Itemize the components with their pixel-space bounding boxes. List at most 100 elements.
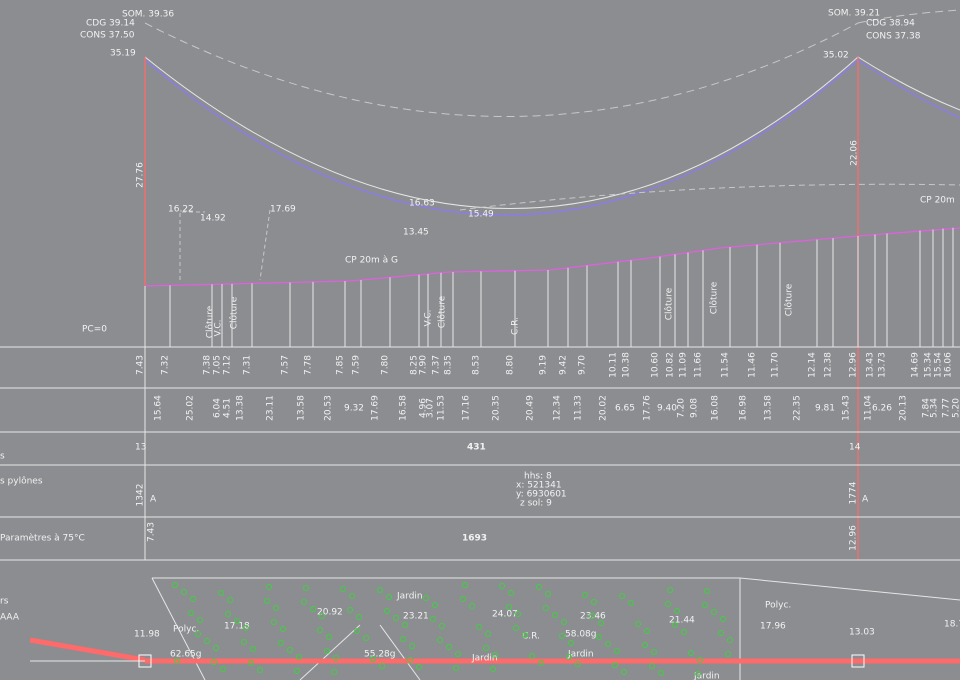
crossing: Clôture [784,283,795,316]
distance: 6.65 [615,404,635,414]
tree [455,651,461,657]
tree [181,589,187,595]
tree [575,661,581,667]
tree [257,667,263,673]
tree [248,660,254,666]
distance: 25.02 [186,395,196,421]
param: 7.43 [147,522,157,542]
distance: 7.20 [677,398,687,418]
tree [220,666,226,672]
distance: 20.13 [899,395,909,421]
altitude: 10.82 [666,352,676,378]
tree [642,642,648,648]
cons: CONS 37.50 [80,31,135,41]
altitude: 7.80 [381,355,391,375]
tree [596,634,602,640]
cons: CONS 37.38 [866,32,921,42]
altitude: 9.42 [559,355,569,375]
distance: 11.53 [437,395,447,421]
height: 22.06 [850,140,860,166]
tree [241,639,247,645]
tree [264,598,270,604]
tree [172,582,178,588]
span-number: 431 [467,443,486,453]
distance: 11.04 [864,395,874,421]
distance: 6.04 [213,398,223,418]
map-label: 13.03 [849,628,875,638]
tree [301,599,307,605]
tree [377,587,383,593]
altitude: 10.60 [651,352,661,378]
tree [310,606,316,612]
tree [331,669,337,675]
tree [363,635,369,641]
pylon-id: 1342 [136,484,146,507]
altitude: 7.32 [161,355,171,375]
distance: 3.07 [426,398,436,418]
tree [393,615,399,621]
altitude: 12.96 [849,352,859,378]
altitude: 7.57 [281,355,291,375]
map-label: 17.18 [224,622,250,632]
map-label: 21.44 [669,616,695,626]
tree [271,619,277,625]
tree [543,605,549,611]
tree [407,657,413,663]
map-label: 23.21 [403,612,429,622]
tree [681,629,687,635]
tree [598,620,604,626]
tree [326,634,332,640]
tree [347,607,353,613]
altitude: 15.34 [924,352,934,378]
cdg: CDG 39.14 [86,19,135,29]
tree [513,625,519,631]
tree [460,596,466,602]
tree [453,665,459,671]
parcel-lines [151,577,960,680]
tree [423,595,429,601]
tree [188,610,194,616]
pylon-info: y: 6930601 [516,490,567,500]
pylon-type: A [862,495,869,505]
distance: 7.84 [922,398,932,418]
tree [545,591,551,597]
map-label: Polyc. [765,601,791,611]
clearance-label: 14.92 [200,214,226,224]
altitude: 8.80 [506,355,516,375]
tree [197,617,203,623]
clearance [459,183,960,211]
tree [317,627,323,633]
altitude: 13.73 [878,352,888,378]
tree [725,651,731,657]
altitude: 13.43 [866,352,876,378]
tree [614,648,620,654]
distance: 12.34 [553,395,563,421]
tree [529,653,535,659]
tree [665,601,671,607]
tree [605,641,611,647]
tree [727,637,733,643]
clearance-label: CP 20m à G [345,256,398,266]
distance: 9.40 [657,404,677,414]
legend: AAA [0,613,20,623]
altitude: 7.31 [243,355,253,375]
distance: 20.49 [526,395,536,421]
tree [718,630,724,636]
tree [566,654,572,660]
tree [195,631,201,637]
altitude: 8.35 [444,355,454,375]
distance: 16.58 [399,395,409,421]
crossing: Clôture [437,295,448,328]
map-label: 62.65g [170,650,201,660]
tree [250,646,256,652]
tree [174,658,180,664]
tree [561,619,567,625]
altitude: 9.19 [539,355,549,375]
map-label: Jardin [471,654,498,664]
tree [582,592,588,598]
altitude: 7.78 [304,355,314,375]
distance: 16.98 [739,395,749,421]
tree [319,613,325,619]
span-param: 1693 [462,534,487,544]
tree [568,640,574,646]
